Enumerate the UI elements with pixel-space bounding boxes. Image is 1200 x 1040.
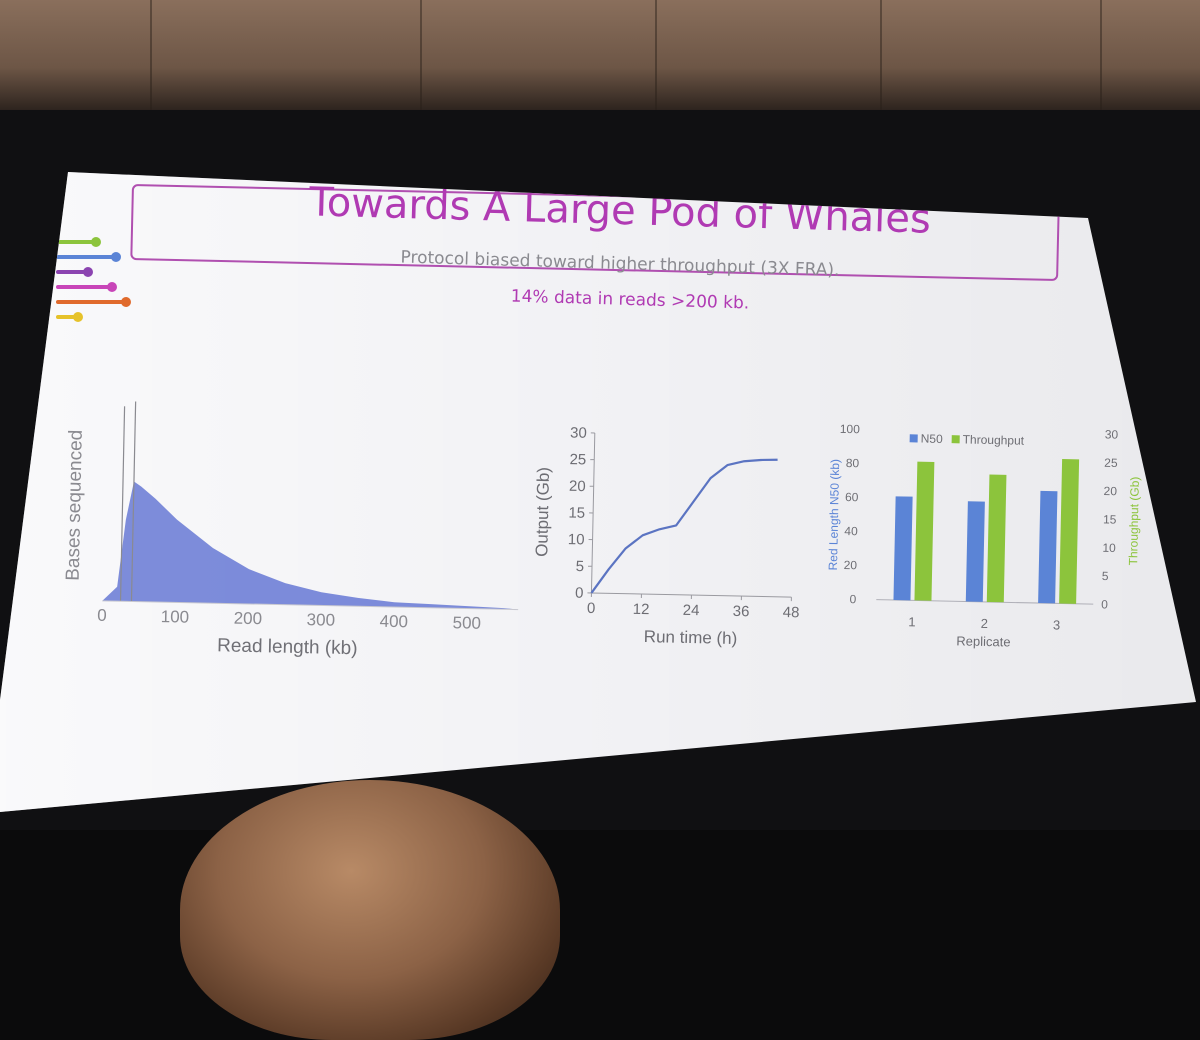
bar-n50 [1038, 491, 1057, 604]
line-y-tick: 15 [568, 504, 585, 521]
histogram-x-tick: 300 [306, 610, 335, 630]
histogram-y-label: Bases sequenced [63, 430, 87, 581]
histogram-x-tick: 0 [97, 606, 107, 625]
bar-right-y-tick: 10 [1102, 541, 1116, 555]
histogram-area [102, 481, 520, 610]
bar-left-y-tick: 40 [844, 524, 858, 538]
bar-n50 [966, 501, 985, 602]
line-y-tick: 25 [569, 451, 586, 468]
line-y-tick: 0 [575, 585, 584, 602]
ceiling-seam [150, 0, 152, 110]
ceiling-seam [655, 0, 657, 110]
line-y-tick: 20 [569, 478, 586, 495]
bar-category-labels: 1 2 3 [908, 614, 1060, 632]
legend-label-throughput: Throughput [963, 432, 1025, 447]
accent-bar-dot [121, 297, 131, 307]
histogram-x-label: Read length (kb) [217, 635, 358, 659]
ceiling-seam [880, 0, 882, 110]
accent-bar-dot [83, 267, 93, 277]
ceiling-seam [420, 0, 422, 110]
bar-right-y-tick: 25 [1104, 456, 1118, 470]
legend-swatch-throughput [952, 435, 960, 443]
bar-right-y-tick: 0 [1101, 597, 1108, 611]
left-accent-bars [58, 237, 131, 322]
histogram-x-tick: 100 [161, 607, 190, 627]
line-y-label: Output (Gb) [532, 467, 553, 557]
line-y-tick: 30 [570, 424, 587, 441]
bar-legend: N50 Throughput [910, 431, 1025, 447]
bar-right-y-label: Throughput (Gb) [1126, 477, 1142, 566]
bar-left-y-label: Red Length N50 (kb) [826, 459, 842, 571]
ceiling-seam [1100, 0, 1102, 110]
audience-member-head [180, 780, 560, 1040]
legend-label-n50: N50 [921, 432, 944, 446]
line-y-ticks: 0 5 10 15 20 25 30 [567, 424, 595, 601]
line-x-tick: 0 [587, 600, 596, 617]
bar-category-label: 1 [908, 614, 916, 629]
bar-left-y-tick: 100 [840, 422, 861, 436]
line-y-tick: 10 [568, 531, 585, 548]
bar-right-y-tick: 30 [1105, 427, 1119, 441]
line-x-tick: 24 [683, 602, 700, 619]
output-series-line [591, 456, 777, 597]
bar-left-y-tick: 20 [844, 558, 858, 572]
accent-bar-dot [73, 312, 83, 322]
output-over-time-chart: 0 5 10 15 20 25 30 0 12 24 36 48 Run time (h) Outp… [530, 424, 803, 650]
line-y-tick: 5 [575, 558, 584, 575]
histogram-x-tick: 200 [234, 609, 263, 629]
bar-x-label: Replicate [956, 633, 1011, 649]
accent-bar-dot [91, 237, 101, 247]
bar-left-y-tick: 0 [849, 592, 856, 606]
histogram-x-ticks: 0 100 200 300 400 500 [97, 606, 481, 633]
bar-left-y-tick: 80 [846, 456, 860, 470]
read-length-histogram: 0 100 200 300 400 500 Read length (kb) Bases … [61, 400, 522, 662]
histogram-x-tick: 500 [452, 613, 481, 633]
line-x-label: Run time (h) [644, 627, 738, 648]
histogram-x-tick: 400 [379, 612, 408, 632]
line-x-tick: 12 [633, 601, 650, 618]
line-x-tick: 48 [783, 604, 800, 621]
bar-category-label: 3 [1053, 617, 1061, 632]
bar-right-y-tick: 5 [1102, 569, 1109, 583]
legend-swatch-n50 [910, 434, 918, 442]
bar-right-y-ticks: 0 5 10 15 20 25 30 [1101, 427, 1119, 611]
accent-bar-dot [107, 282, 117, 292]
bar-throughput [1059, 459, 1079, 604]
bar-right-y-tick: 15 [1103, 512, 1117, 526]
bar-marks [893, 456, 1079, 604]
bar-throughput [987, 474, 1007, 602]
bar-category-label: 2 [981, 616, 989, 631]
line-x-tick: 36 [733, 603, 750, 620]
replicate-bar-chart: 0 20 40 60 80 100 0 5 10 15 20 25 30 1 2 3 N50 Through… [824, 422, 1143, 653]
bar-throughput [914, 462, 934, 601]
bar-n50 [893, 496, 912, 600]
accent-bar-dot [111, 252, 121, 262]
bar-right-y-tick: 20 [1103, 484, 1117, 498]
bar-left-y-tick: 60 [845, 490, 859, 504]
